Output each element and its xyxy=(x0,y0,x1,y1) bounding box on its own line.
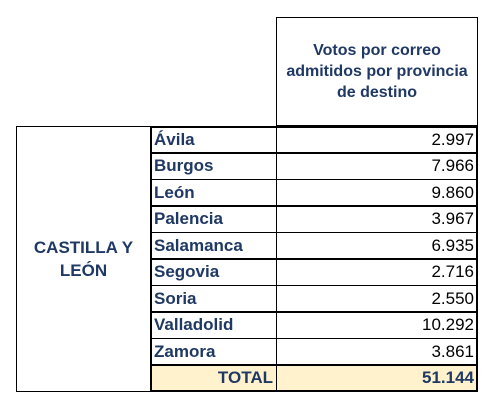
region-name: CASTILLA Y LEÓN xyxy=(33,238,134,280)
votes-cell: 10.292 xyxy=(276,311,478,339)
province-cell: Valladolid xyxy=(150,311,277,339)
province-cell: Soria xyxy=(150,285,277,312)
votes-cell: 6.935 xyxy=(276,232,478,259)
votes-cell: 3.967 xyxy=(276,205,478,233)
total-label: TOTAL xyxy=(150,364,277,392)
votes-cell: 2.997 xyxy=(276,126,478,153)
votes-cell: 3.861 xyxy=(276,338,478,365)
votes-cell: 2.550 xyxy=(276,285,478,312)
province-cell: León xyxy=(150,179,277,206)
province-cell: Ávila xyxy=(150,126,277,153)
province-cell: Salamanca xyxy=(150,232,277,259)
votes-cell: 9.860 xyxy=(276,179,478,206)
votes-cell: 7.966 xyxy=(276,152,478,180)
province-cell: Burgos xyxy=(150,152,277,180)
province-cell: Segovia xyxy=(150,258,277,286)
column-header-text: Votos por correo admitidos por provincia… xyxy=(286,42,468,101)
votes-cell: 2.716 xyxy=(276,258,478,286)
region-cell: CASTILLA Y LEÓN xyxy=(16,126,152,392)
province-cell: Palencia xyxy=(150,205,277,233)
total-votes: 51.144 xyxy=(276,364,478,392)
province-cell: Zamora xyxy=(150,338,277,365)
column-header: Votos por correo admitidos por provincia… xyxy=(276,17,478,127)
